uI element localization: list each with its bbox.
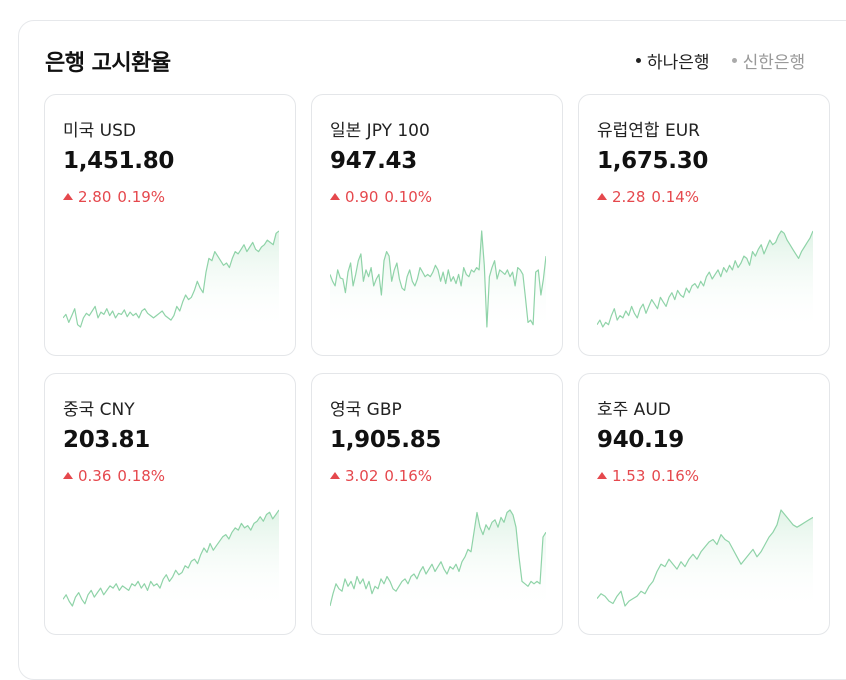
change-amount: 3.02 [345,467,379,485]
sparkline-line [597,230,813,328]
change-percent: 0.16% [651,467,700,485]
change-percent: 0.18% [117,467,166,485]
rate-change: 2.28 0.14% [597,188,699,206]
page-title: 은행 고시환율 [45,51,171,76]
currency-name: 중국 CNY [63,400,135,420]
currency-name: 일본 JPY 100 [330,121,430,141]
up-triangle-icon [330,193,340,200]
sparkline-area [597,510,813,610]
rate-change: 3.02 0.16% [330,467,432,485]
exchange-rate: 1,675.30 [597,148,709,174]
sparkline-chart [330,230,546,331]
up-triangle-icon [330,472,340,479]
sparkline-area [597,231,813,331]
sparkline-chart [330,509,546,610]
sparkline-chart [597,230,813,331]
up-triangle-icon [63,472,73,479]
currency-name: 유럽연합 EUR [597,121,700,141]
sparkline-line [597,509,813,607]
exchange-rate: 947.43 [330,148,417,174]
sparkline-area [330,510,546,610]
change-amount: 2.80 [78,188,112,206]
up-triangle-icon [63,193,73,200]
unselected-dot-icon [731,58,737,63]
bank-label: 하나은행 [647,53,710,73]
change-percent: 0.14% [651,188,700,206]
rate-change: 2.80 0.19% [63,188,165,206]
sparkline-line [330,509,546,607]
rate-change: 0.36 0.18% [63,467,165,485]
currency-card-cny[interactable]: 중국 CNY 203.81 0.36 0.18% [44,373,296,635]
change-amount: 2.28 [612,188,646,206]
currency-name: 영국 GBP [330,400,402,420]
bank-option-hana[interactable]: 하나은행 [636,48,710,73]
exchange-rate: 1,451.80 [63,148,175,174]
change-amount: 1.53 [612,467,646,485]
sparkline-line [63,509,279,607]
sparkline-area [63,510,279,610]
sparkline-chart [63,509,279,610]
rate-change: 0.90 0.10% [330,188,432,206]
selected-dot-icon [636,58,641,63]
exchange-rate: 1,905.85 [330,427,442,453]
up-triangle-icon [597,472,607,479]
currency-card-gbp[interactable]: 영국 GBP 1,905.85 3.02 0.16% [311,373,563,635]
up-triangle-icon [597,193,607,200]
currency-card-jpy[interactable]: 일본 JPY 100 947.43 0.90 0.10% [311,94,563,356]
sparkline-line [330,230,546,328]
currency-card-eur[interactable]: 유럽연합 EUR 1,675.30 2.28 0.14% [578,94,830,356]
change-amount: 0.36 [78,467,112,485]
currency-card-usd[interactable]: 미국 USD 1,451.80 2.80 0.19% [44,94,296,356]
exchange-rate: 203.81 [63,427,150,453]
change-percent: 0.19% [117,188,166,206]
change-amount: 0.90 [345,188,379,206]
exchange-rate: 940.19 [597,427,684,453]
sparkline-area [63,231,279,331]
sparkline-chart [597,509,813,610]
change-percent: 0.16% [384,467,433,485]
rate-change: 1.53 0.16% [597,467,699,485]
currency-name: 호주 AUD [597,400,671,420]
sparkline-area [330,231,546,331]
currency-name: 미국 USD [63,121,137,141]
bank-label: 신한은행 [742,53,806,73]
change-percent: 0.10% [384,188,433,206]
bank-selector: 하나은행 신한은행 [636,48,805,73]
sparkline-line [63,230,279,328]
sparkline-chart [63,230,279,331]
currency-card-aud[interactable]: 호주 AUD 940.19 1.53 0.16% [578,373,830,635]
bank-option-shinhan[interactable]: 신한은행 [731,48,806,73]
